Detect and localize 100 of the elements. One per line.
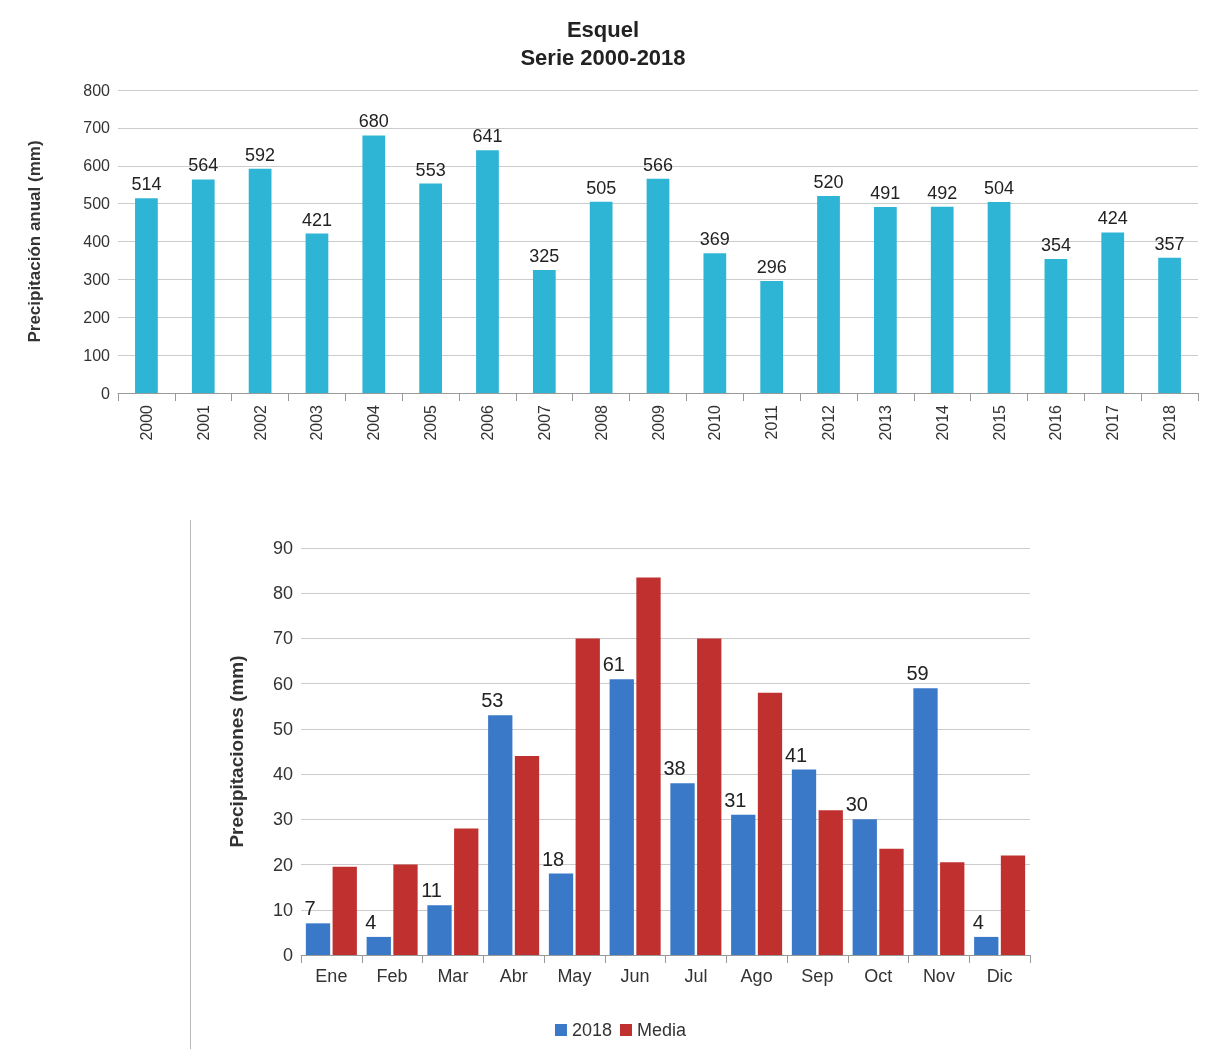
bar [575,638,600,955]
bar [488,715,513,955]
bar [548,873,574,955]
bar [697,638,722,955]
bar [852,819,877,955]
bar [532,269,556,393]
y-tick-label: 80 [272,583,293,604]
bar [974,936,999,955]
x-tick-label: 2009 [649,404,667,441]
y-tick-label: 200 [83,308,111,326]
x-tick-label: 2004 [365,404,383,441]
chart-title: Esquel Serie 2000-2018 [520,16,686,70]
bar [646,178,670,393]
x-tick-label: 2013 [876,404,894,441]
data-label: 566 [642,154,674,175]
data-label: 30 [845,793,868,816]
y-tick-label: 30 [272,809,293,830]
data-label: 354 [1040,234,1071,255]
y-tick-label: 0 [282,945,293,965]
x-tick-label: Sep [801,966,834,986]
bar [879,848,904,955]
bar [332,866,357,955]
data-label: 424 [1097,208,1128,229]
y-tick-label: 90 [272,538,293,558]
data-label: 4 [972,910,984,933]
x-tick-label: 2003 [308,404,326,441]
x-tick-label: Jun [620,966,650,986]
bar [913,688,938,955]
x-tick-label: 2010 [706,404,724,441]
bar [1158,257,1181,393]
data-label: 357 [1154,233,1185,254]
data-label: 421 [301,209,332,230]
data-label: 564 [188,155,219,176]
bar [1044,258,1068,393]
bar [191,179,215,393]
legend-label: Media [637,1020,688,1040]
y-tick-label: 400 [83,233,111,250]
y-tick-label: 10 [272,899,293,920]
x-tick-label: 2016 [1047,404,1065,441]
bar [393,864,418,955]
data-label: 505 [586,177,617,198]
y-tick-label: 60 [272,673,293,694]
bar [366,936,391,955]
data-label: 11 [421,879,442,902]
x-tick-label: Mar [437,966,469,986]
bar [589,201,613,393]
y-tick-label: 70 [272,628,293,649]
data-label: 504 [984,178,1015,199]
x-tick-label: 2012 [820,404,838,441]
x-tick-label: 2008 [592,404,610,441]
data-label: 59 [906,662,929,685]
bar [874,207,897,393]
bar [476,150,499,393]
bar [1101,232,1125,393]
bar [362,135,386,393]
data-label: 553 [415,159,446,180]
bar [419,183,442,393]
data-label: 592 [245,144,276,165]
data-label: 41 [784,743,808,766]
data-label: 38 [663,757,686,780]
x-tick-label: Oct [864,966,893,986]
legend-label: 2018 [571,1020,613,1040]
x-tick-label: May [557,966,592,986]
bar [248,168,272,393]
x-tick-label: 2002 [251,404,269,441]
bar [987,202,1011,393]
bar [454,828,479,955]
bar [818,810,843,955]
y-tick-label: 600 [83,157,111,175]
bar [817,196,840,393]
x-tick-label: Feb [376,966,408,986]
x-tick-label: 2018 [1161,404,1179,441]
bar [514,756,540,955]
y-tick-label: 300 [83,270,111,288]
x-tick-label: Nov [922,966,955,986]
bar [135,198,158,393]
y-tick-label: 50 [272,718,293,739]
bar [636,577,661,955]
data-label: 520 [813,172,844,193]
data-label: 514 [131,174,162,195]
data-label: 491 [870,183,901,204]
data-label: 641 [472,126,503,147]
y-tick-label: 20 [272,854,293,875]
y-tick-label: 700 [83,119,111,137]
data-label: 18 [541,847,565,870]
x-tick-label: 2015 [990,404,1008,441]
bar [703,253,727,393]
x-tick-label: 2006 [478,404,496,441]
y-axis-title: Precipitaciones (mm) [226,655,247,848]
bar [609,679,634,955]
y-tick-label: 500 [83,195,111,213]
x-tick-label: Jul [684,966,708,986]
y-tick-label: 40 [272,764,293,785]
y-axis-title: Precipitación anual (mm) [25,140,44,343]
x-tick-label: 2000 [137,404,155,441]
bar [305,923,331,955]
y-tick-label: 0 [101,384,111,402]
bar [930,206,954,393]
x-tick-label: 2001 [194,404,212,441]
data-label: 4 [365,910,377,933]
